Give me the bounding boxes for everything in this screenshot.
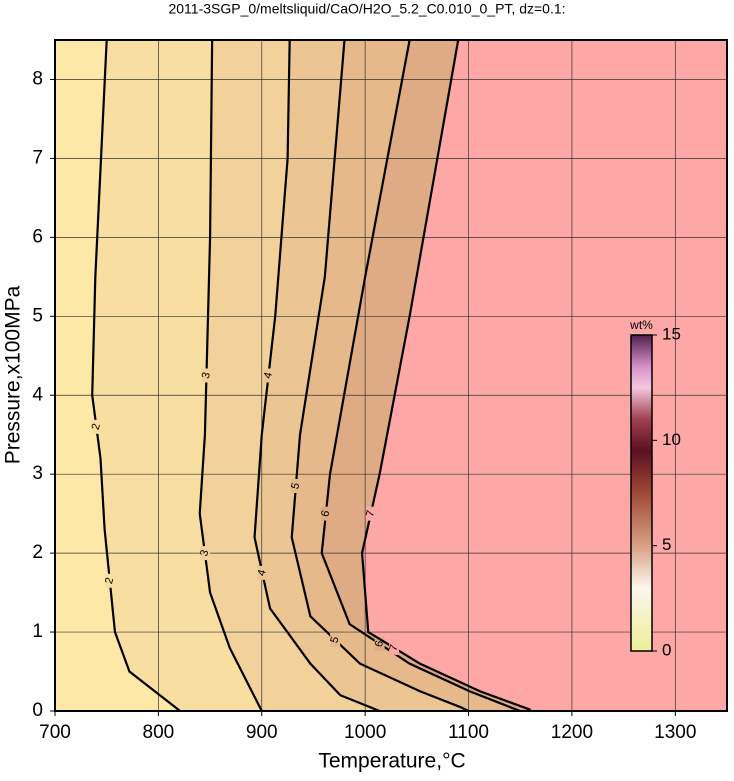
- y-tick-label: 3: [32, 463, 43, 484]
- x-axis-label: Temperature,°C: [318, 750, 465, 773]
- x-tick-label: 900: [246, 722, 278, 743]
- contour-label: 5: [289, 481, 302, 490]
- contour-label: 4: [256, 568, 269, 577]
- x-tick-label: 1000: [344, 722, 386, 743]
- contour-label: 2: [90, 422, 103, 431]
- contour-label: 6: [319, 509, 332, 518]
- y-tick-label: 2: [32, 542, 43, 563]
- colorbar: [630, 334, 653, 652]
- y-tick-label: 7: [32, 147, 43, 168]
- contour-label-bg: [330, 632, 341, 647]
- contour-line: [320, 39, 521, 713]
- contour-label: 2: [103, 576, 116, 585]
- contour-label-bg: [199, 546, 210, 561]
- contour-label-bg: [365, 506, 376, 521]
- x-tick-label: 1300: [654, 722, 696, 743]
- y-tick-label: 6: [32, 226, 43, 247]
- x-tick-label: 1200: [551, 722, 593, 743]
- y-axis-label: Pressure,x100MPa: [2, 285, 25, 464]
- x-tick-label: 800: [143, 722, 175, 743]
- contour-label-bg: [257, 565, 268, 580]
- plot-frame: [54, 39, 728, 712]
- colorbar-tick-label: 5: [662, 535, 671, 554]
- x-tick-label: 1100: [448, 722, 489, 743]
- contour-label-bg: [374, 636, 385, 651]
- contour-label: 3: [200, 371, 213, 380]
- y-tick-label: 5: [32, 305, 43, 326]
- y-tick-label: 8: [32, 68, 43, 89]
- contour-label: 5: [328, 635, 341, 644]
- colorbar-label: wt%: [629, 318, 653, 332]
- contour-label-bg: [91, 419, 102, 434]
- contour-line: [91, 39, 181, 712]
- x-tick-label: 700: [39, 722, 71, 743]
- contour-label: 3: [198, 549, 211, 558]
- y-tick-label: 0: [32, 700, 43, 721]
- contour-label: 7: [387, 643, 400, 652]
- contour-line: [198, 39, 263, 712]
- contour-label-bg: [263, 368, 274, 383]
- colorbar-tick-label: 15: [662, 324, 681, 343]
- contour-line: [360, 39, 532, 712]
- y-tick-label: 1: [32, 621, 43, 642]
- contour-label-bg: [104, 573, 115, 588]
- contour-label: 6: [373, 639, 386, 648]
- contour-line: [290, 39, 470, 712]
- chart-title: 2011-3SGP_0/meltsliquid/CaO/H2O_5.2_C0.0…: [168, 1, 565, 17]
- contour-label-bg: [201, 368, 212, 383]
- colorbar-tick-label: 0: [662, 640, 671, 659]
- contour-label: 4: [262, 371, 275, 380]
- contour-label: 7: [364, 509, 377, 518]
- contour-label-bg: [290, 479, 301, 494]
- contour-label-bg: [389, 640, 400, 655]
- contour-label-bg: [320, 506, 331, 521]
- contour-line: [253, 39, 381, 713]
- y-tick-label: 4: [32, 384, 43, 405]
- colorbar-tick-label: 10: [662, 430, 681, 449]
